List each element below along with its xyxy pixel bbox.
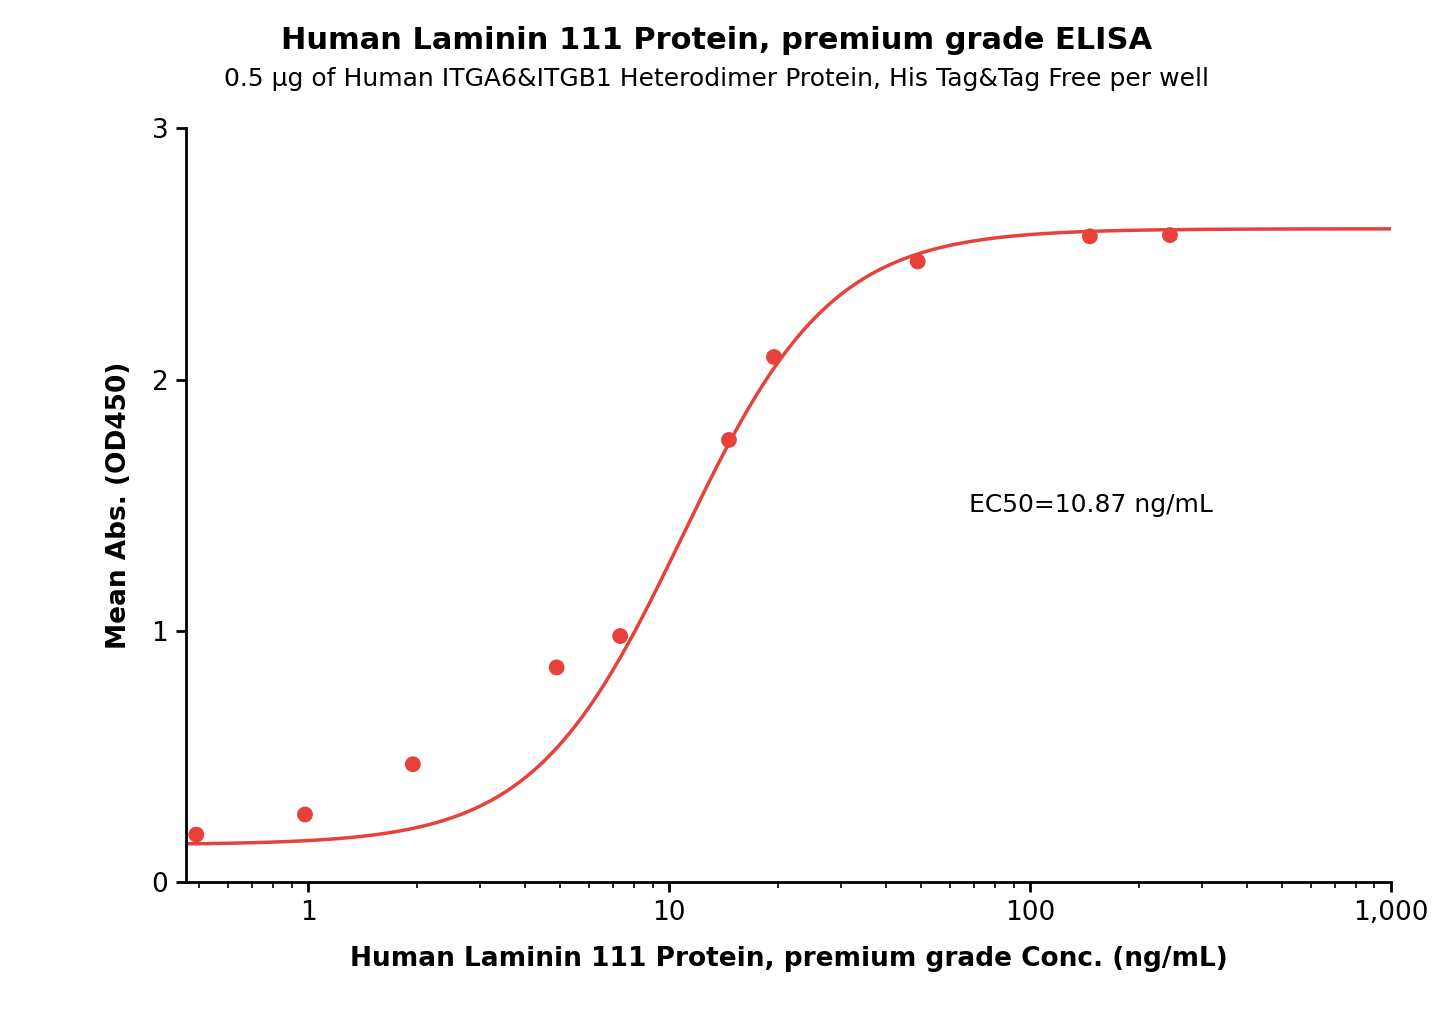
Text: 0.5 μg of Human ITGA6&ITGB1 Heterodimer Protein, His Tag&Tag Free per well: 0.5 μg of Human ITGA6&ITGB1 Heterodimer … [225, 67, 1209, 90]
Point [763, 349, 786, 365]
Text: Human Laminin 111 Protein, premium grade ELISA: Human Laminin 111 Protein, premium grade… [281, 26, 1153, 54]
Point [608, 628, 631, 644]
Text: EC50=10.87 ng/mL: EC50=10.87 ng/mL [969, 494, 1213, 517]
Point [1078, 228, 1101, 244]
Point [402, 756, 424, 773]
X-axis label: Human Laminin 111 Protein, premium grade Conc. (ng/mL): Human Laminin 111 Protein, premium grade… [350, 946, 1228, 972]
Point [545, 660, 568, 676]
Point [185, 826, 208, 842]
Point [906, 253, 929, 270]
Point [717, 432, 740, 448]
Point [294, 806, 317, 823]
Y-axis label: Mean Abs. (OD450): Mean Abs. (OD450) [106, 361, 132, 649]
Point [1159, 227, 1182, 243]
